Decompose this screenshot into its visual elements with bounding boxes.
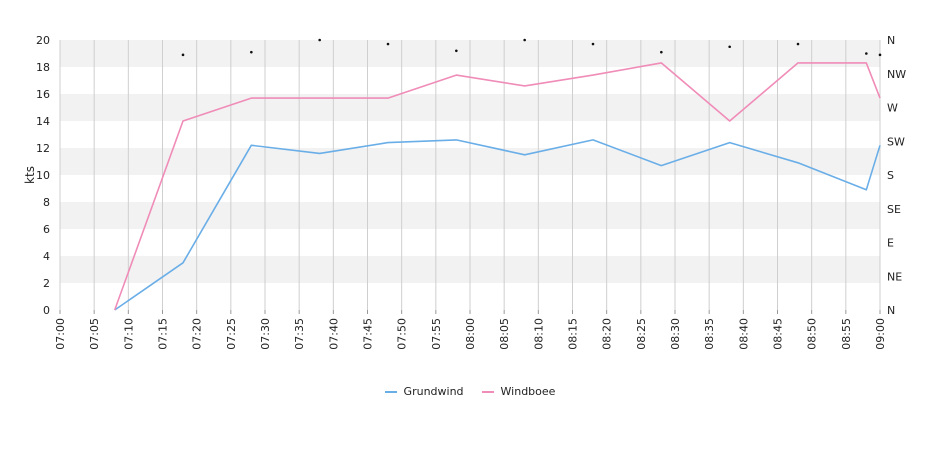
x-tick-label: 07:00	[54, 318, 67, 350]
series-line-grundwind	[114, 139, 881, 311]
direction-marker	[865, 52, 868, 55]
legend: Grundwind Windboee	[0, 385, 940, 398]
y-tick-label: 6	[43, 223, 50, 236]
legend-label-grundwind: Grundwind	[403, 385, 464, 398]
direction-marker	[796, 42, 800, 46]
direction-tick-label: S	[887, 169, 894, 182]
x-tick-label: 08:50	[806, 318, 819, 350]
direction-tick-label: N	[887, 304, 895, 317]
y-tick-label: 14	[36, 115, 50, 128]
y-tick-label: 0	[43, 304, 50, 317]
x-tick-label: 08:05	[498, 318, 511, 350]
x-tick-label: 08:25	[635, 318, 648, 350]
series-line-windboee	[113, 62, 881, 311]
direction-marker	[523, 38, 526, 42]
legend-item-windboee[interactable]: Windboee	[481, 385, 556, 398]
y-tick-label: 18	[36, 61, 50, 74]
direction-marker	[878, 53, 882, 57]
y-tick-label: 16	[36, 88, 50, 101]
y-tick-label: 8	[43, 196, 50, 209]
direction-marker	[660, 50, 663, 54]
x-tick-label: 08:00	[464, 318, 477, 350]
x-tick-label: 07:05	[88, 318, 101, 350]
legend-swatch-windboee	[481, 390, 494, 393]
x-tick-label: 07:55	[430, 318, 443, 350]
x-tick-label: 08:55	[840, 318, 853, 350]
x-axis-ticks: 07:00 07:05 07:10 07:15 07:20 07:25 07:30 07:35…	[54, 318, 887, 350]
y-tick-label: 10	[36, 169, 50, 182]
direction-markers	[181, 38, 882, 57]
x-tick-label: 07:30	[259, 318, 272, 350]
x-tick-label: 09:00	[874, 318, 887, 350]
x-tick-label: 08:35	[703, 318, 716, 350]
x-tick-label: 08:30	[669, 318, 682, 350]
x-tick-label: 07:25	[225, 318, 238, 350]
direction-marker	[591, 42, 595, 46]
y-tick-label: 2	[43, 277, 50, 290]
y-axis-ticks: 0 2 4 6 8 10 12 14 16 18 20	[36, 34, 50, 317]
direction-marker	[318, 38, 321, 42]
direction-tick-label: SW	[887, 135, 905, 148]
direction-marker	[250, 50, 253, 54]
vertical-grid	[59, 40, 881, 314]
series-lines	[113, 62, 881, 311]
direction-tick-label: SE	[887, 203, 901, 216]
x-tick-label: 08:20	[601, 318, 614, 350]
x-tick-label: 07:50	[396, 318, 409, 350]
direction-tick-label: W	[887, 102, 898, 115]
legend-item-grundwind[interactable]: Grundwind	[384, 385, 464, 398]
direction-tick-label: NW	[887, 68, 906, 81]
direction-marker	[728, 45, 731, 49]
x-tick-label: 07:10	[122, 318, 135, 350]
direction-tick-label: NE	[887, 270, 902, 283]
direction-marker	[181, 53, 185, 57]
y-tick-label: 12	[36, 142, 50, 155]
x-tick-label: 07:15	[157, 318, 170, 350]
y-tick-label: 4	[43, 250, 50, 263]
x-tick-label: 08:45	[772, 318, 785, 350]
x-tick-label: 07:45	[362, 318, 375, 350]
legend-swatch-grundwind	[384, 390, 397, 393]
direction-marker	[455, 49, 458, 53]
x-tick-label: 08:10	[532, 318, 545, 350]
direction-marker	[386, 42, 390, 46]
x-tick-label: 08:15	[567, 318, 580, 350]
x-tick-label: 07:40	[327, 318, 340, 350]
x-tick-label: 07:35	[293, 318, 306, 350]
x-tick-label: 08:40	[737, 318, 750, 350]
direction-tick-label: E	[887, 237, 894, 250]
direction-tick-label: N	[887, 34, 895, 47]
direction-axis-ticks: N NE E SE S SW W NW N	[887, 34, 906, 317]
y-axis-label: kts	[23, 166, 37, 184]
legend-label-windboee: Windboee	[500, 385, 556, 398]
x-tick-label: 07:20	[191, 318, 204, 350]
y-tick-label: 20	[36, 34, 50, 47]
